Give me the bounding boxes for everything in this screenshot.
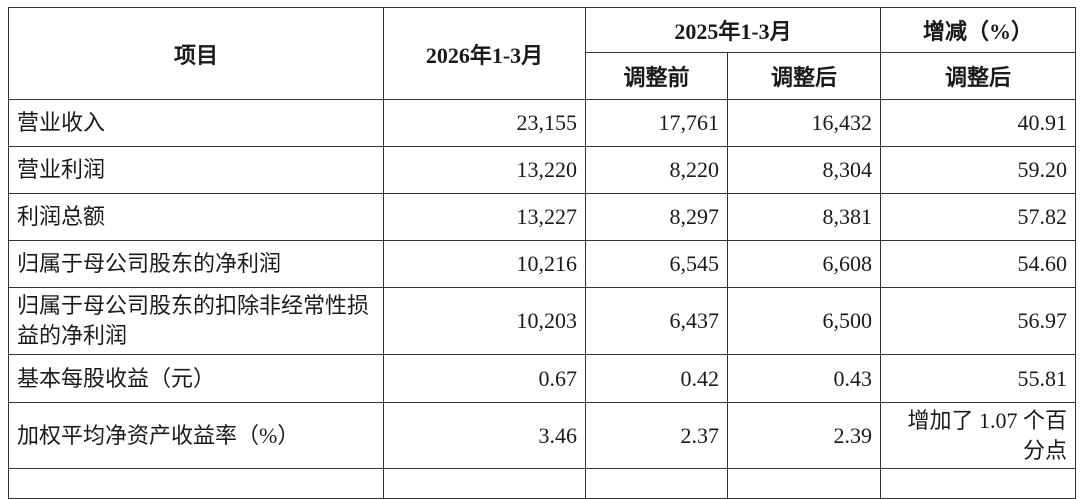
subheader-row: 调整前 调整后 调整后 [9, 52, 1077, 100]
current-value: 23,155 [383, 99, 586, 147]
before-value: 6,437 [585, 287, 728, 355]
before-value: 17,761 [585, 99, 728, 147]
current-value: 13,220 [383, 146, 586, 194]
after-value: 8,304 [726, 146, 882, 194]
header-prior-period: 2025年1-3月 [584, 7, 882, 53]
current-value: 0.67 [383, 354, 586, 403]
change-value: 40.91 [880, 99, 1077, 147]
row-label: 营业利润 [8, 146, 384, 194]
header-after-adjust: 调整后 [726, 52, 882, 100]
row-label: 营业收入 [8, 99, 384, 147]
current-value: 10,203 [383, 287, 586, 355]
table-row: 营业收入 23,155 17,761 16,432 40.91 [8, 99, 1077, 147]
before-value: 6,545 [585, 240, 728, 288]
after-value: 0.43 [726, 354, 882, 403]
financial-summary-table: 项目 2026年1-3月 2025年1-3月 增减（%） 调整前 调整后 调整后… [8, 7, 1077, 499]
row-label: 归属于母公司股东的净利润 [8, 240, 384, 288]
header-current-period: 2026年1-3月 [383, 7, 586, 100]
before-value: 8,220 [585, 146, 728, 194]
table-row: 归属于母公司股东的扣除非经常性损益的净利润 10,203 6,437 6,500… [8, 287, 1077, 355]
header-change: 增减（%） [880, 7, 1077, 53]
before-value: 0.42 [585, 354, 728, 403]
table-row: 归属于母公司股东的净利润 10,216 6,545 6,608 54.60 [8, 240, 1077, 288]
table-row: 利润总额 13,227 8,297 8,381 57.82 [8, 193, 1077, 241]
after-value: 6,608 [726, 240, 882, 288]
table-row: 营业利润 13,220 8,220 8,304 59.20 [8, 146, 1077, 194]
row-label: 加权平均净资产收益率（%） [8, 402, 384, 469]
header-row: 项目 2026年1-3月 2025年1-3月 增减（%） [8, 7, 1077, 100]
header-change-sub: 调整后 [880, 52, 1077, 100]
change-value: 57.82 [880, 193, 1077, 241]
change-value: 增加了 1.07 个百分点 [880, 402, 1077, 469]
header-before-adjust: 调整前 [585, 52, 728, 100]
before-value: 8,297 [585, 193, 728, 241]
current-value: 3.46 [383, 402, 586, 469]
row-label: 归属于母公司股东的扣除非经常性损益的净利润 [8, 287, 384, 355]
before-value: 2.37 [585, 402, 728, 469]
after-value: 16,432 [726, 99, 882, 147]
change-value: 54.60 [880, 240, 1077, 288]
row-label: 利润总额 [8, 193, 384, 241]
change-value: 55.81 [880, 354, 1077, 403]
table-row: 加权平均净资产收益率（%） 3.46 2.37 2.39 增加了 1.07 个百… [8, 402, 1077, 469]
current-value: 13,227 [383, 193, 586, 241]
after-value: 8,381 [726, 193, 882, 241]
change-value: 59.20 [880, 146, 1077, 194]
current-value: 10,216 [383, 240, 586, 288]
header-item: 项目 [8, 7, 384, 100]
table-row: 基本每股收益（元） 0.67 0.42 0.43 55.81 [8, 354, 1077, 403]
change-value: 56.97 [880, 287, 1077, 355]
after-value: 6,500 [726, 287, 882, 355]
table-row-partial [8, 468, 1077, 499]
row-label: 基本每股收益（元） [8, 354, 384, 403]
after-value: 2.39 [726, 402, 882, 469]
